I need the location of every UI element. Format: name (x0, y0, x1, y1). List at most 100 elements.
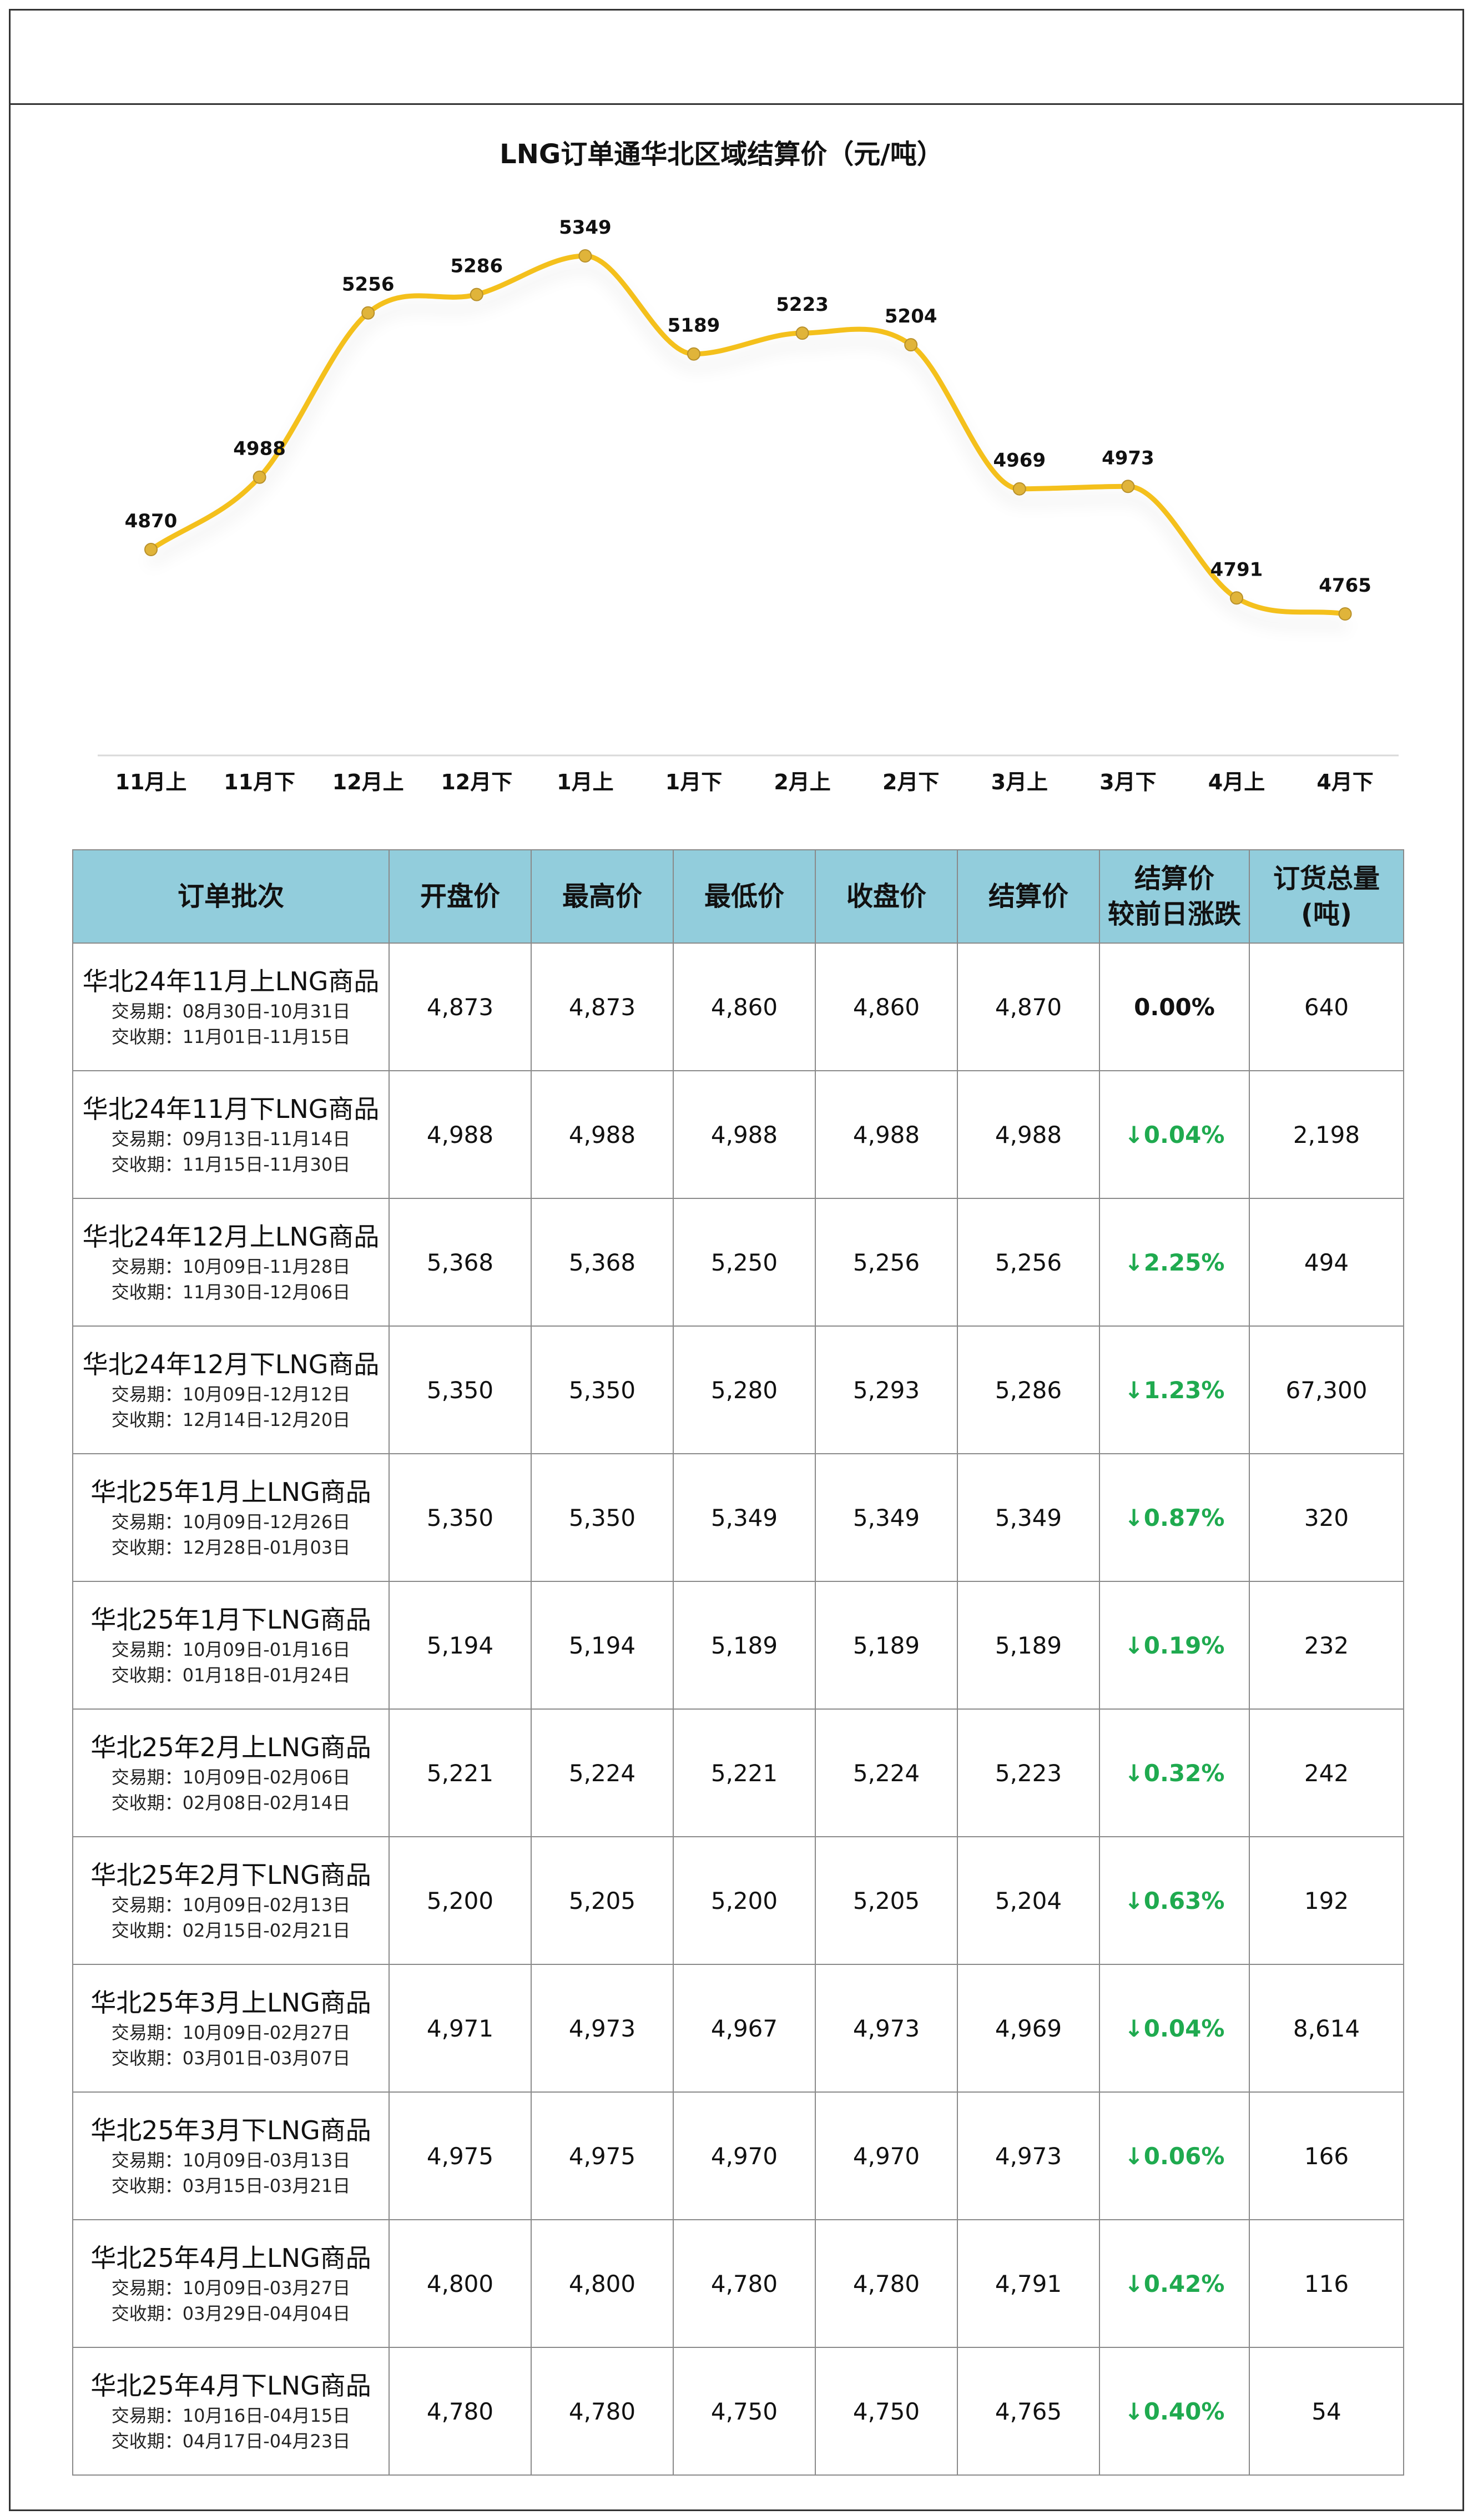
change-cell: ↓0.19% (1099, 1581, 1250, 1710)
open-cell: 4,873 (389, 943, 532, 1071)
volume-cell: 232 (1249, 1581, 1404, 1710)
change-cell: ↓0.42% (1099, 2219, 1250, 2348)
table-row: 华北25年4月上LNG商品 交易期：10月09日-03月27日 交收期：03月29日… (72, 2219, 1404, 2348)
high-cell: 5,224 (531, 1708, 674, 1837)
data-point (253, 470, 266, 484)
batch-name: 华北24年11月上LNG商品 (82, 966, 380, 996)
delivery-period: 交收期：11月01日-11月15日 (111, 1026, 351, 1047)
settle-cell: 5,349 (957, 1453, 1100, 1582)
data-point (361, 306, 375, 320)
data-label: 5256 (342, 274, 395, 296)
volume-cell: 192 (1249, 1836, 1404, 1965)
table-body: 华北24年11月上LNG商品交易期：08月30日-10月31日 交收期：11月01… (72, 943, 1404, 2476)
change-cell: ↓0.40% (1099, 2347, 1250, 2476)
batch-cell: 华北24年11月下LNG商品 交易期：09月13日-11月14日 交收期：11月15… (72, 1070, 390, 1199)
open-cell: 5,350 (389, 1453, 532, 1582)
batch-cell: 华北24年12月下LNG商品 交易期：10月09日-12月12日 交收期：12月14… (72, 1325, 390, 1454)
open-cell: 4,971 (389, 1964, 532, 2093)
table-row: 华北25年2月上LNG商品 交易期：10月09日-02月06日 交收期：02月08日… (72, 1708, 1404, 1837)
open-cell: 5,194 (389, 1581, 532, 1710)
trade-period: 交易期：10月09日-02月06日 (111, 1767, 351, 1788)
open-cell: 5,221 (389, 1708, 532, 1837)
series-line (148, 253, 1348, 617)
trade-period: 交易期：10月09日-01月16日 (111, 1639, 351, 1660)
x-tick-label: 2月下 (882, 770, 939, 794)
volume-cell: 166 (1249, 2091, 1404, 2220)
trade-period: 交易期：08月30日-10月31日 (111, 1001, 351, 1022)
batch-name: 华北25年1月下LNG商品 (90, 1605, 371, 1635)
x-tick-label: 1月上 (557, 770, 613, 794)
batch-cell: 华北24年12月上LNG商品交易期：10月09日-11月28日 交收期：11月30… (72, 1198, 390, 1327)
table-row: 华北25年3月上LNG商品 交易期：10月09日-02月27日 交收期：03月01日… (72, 1964, 1404, 2093)
volume-cell: 494 (1249, 1198, 1404, 1327)
high-cell: 5,350 (531, 1453, 674, 1582)
header-settle: 结算价 (957, 849, 1100, 944)
batch-name: 华北25年4月下LNG商品 (90, 2371, 371, 2401)
close-cell: 4,988 (815, 1070, 958, 1199)
high-cell: 5,368 (531, 1198, 674, 1327)
header-volume: 订货总量 (吨) (1249, 849, 1404, 944)
table-row: 华北25年1月上LNG商品 交易期：10月09日-12月26日 交收期：12月28日… (72, 1453, 1404, 1582)
change-cell: ↓0.06% (1099, 2091, 1250, 2220)
low-cell: 4,780 (673, 2219, 816, 2348)
table-row: 华北25年1月下LNG商品 交易期：10月09日-01月16日 交收期：01月18日… (72, 1581, 1404, 1710)
high-cell: 4,975 (531, 2091, 674, 2220)
batch-name: 华北25年2月上LNG商品 (90, 1732, 371, 1762)
trade-period: 交易期：10月09日-12月12日 (111, 1384, 351, 1405)
x-tick-label: 1月下 (665, 770, 722, 794)
low-cell: 5,349 (673, 1453, 816, 1582)
data-label: 5286 (450, 255, 503, 278)
change-cell: ↓2.25% (1099, 1198, 1250, 1327)
batch-cell: 华北25年1月上LNG商品 交易期：10月09日-12月26日 交收期：12月28日… (72, 1453, 390, 1582)
trade-period: 交易期：10月09日-02月13日 (111, 1894, 351, 1916)
data-label: 4988 (233, 438, 286, 460)
batch-name: 华北25年3月上LNG商品 (90, 1988, 371, 2018)
trade-period: 交易期：10月16日-04月15日 (111, 2405, 351, 2426)
data-point (470, 288, 483, 301)
open-cell: 4,780 (389, 2347, 532, 2476)
settle-cell: 4,870 (957, 943, 1100, 1071)
settle-cell: 4,791 (957, 2219, 1100, 2348)
close-cell: 5,349 (815, 1453, 958, 1582)
data-point (904, 338, 918, 352)
delivery-period: 交收期：11月30日-12月06日 (111, 1282, 351, 1303)
settle-cell: 5,256 (957, 1198, 1100, 1327)
high-cell: 4,780 (531, 2347, 674, 2476)
settle-cell: 4,988 (957, 1070, 1100, 1199)
open-cell: 4,975 (389, 2091, 532, 2220)
high-cell: 4,988 (531, 1070, 674, 1199)
volume-cell: 8,614 (1249, 1964, 1404, 2093)
data-point (578, 249, 592, 263)
table-row: 华北24年11月下LNG商品 交易期：09月13日-11月14日 交收期：11月15… (72, 1070, 1404, 1199)
change-cell: ↓0.87% (1099, 1453, 1250, 1582)
close-cell: 5,256 (815, 1198, 958, 1327)
delivery-period: 交收期：03月01日-03月07日 (111, 2048, 351, 2069)
table-row: 华北24年12月上LNG商品交易期：10月09日-11月28日 交收期：11月30… (72, 1198, 1404, 1327)
high-cell: 5,194 (531, 1581, 674, 1710)
delivery-period: 交收期：04月17日-04月23日 (111, 2431, 351, 2452)
header-high: 最高价 (531, 849, 674, 944)
low-cell: 5,250 (673, 1198, 816, 1327)
low-cell: 5,221 (673, 1708, 816, 1837)
batch-name: 华北25年1月上LNG商品 (90, 1477, 371, 1507)
close-cell: 4,860 (815, 943, 958, 1071)
low-cell: 4,970 (673, 2091, 816, 2220)
batch-cell: 华北25年1月下LNG商品 交易期：10月09日-01月16日 交收期：01月18日… (72, 1581, 390, 1710)
close-cell: 4,780 (815, 2219, 958, 2348)
batch-cell: 华北25年3月上LNG商品 交易期：10月09日-02月27日 交收期：03月01日… (72, 1964, 390, 2093)
settle-cell: 5,286 (957, 1325, 1100, 1454)
batch-name: 华北24年12月上LNG商品 (82, 1222, 380, 1252)
data-point (795, 326, 809, 340)
close-cell: 5,205 (815, 1836, 958, 1965)
volume-cell: 67,300 (1249, 1325, 1404, 1454)
batch-cell: 华北25年3月下LNG商品 交易期：10月09日-03月13日 交收期：03月15日… (72, 2091, 390, 2220)
trade-period: 交易期：10月09日-11月28日 (111, 1256, 351, 1277)
data-label-layer: 4870 4988 5256 5286 5349 5189 5223 5204 4969 4973… (125, 216, 1371, 597)
change-cell: ↓0.63% (1099, 1836, 1250, 1965)
batch-cell: 华北25年4月上LNG商品 交易期：10月09日-03月27日 交收期：03月29日… (72, 2219, 390, 2348)
table-row: 华北24年12月下LNG商品 交易期：10月09日-12月12日 交收期：12月14… (72, 1325, 1404, 1454)
change-cell: ↓1.23% (1099, 1325, 1250, 1454)
data-point (144, 543, 158, 557)
batch-name: 华北25年4月上LNG商品 (90, 2243, 371, 2273)
trade-period: 交易期：10月09日-12月26日 (111, 1511, 351, 1533)
